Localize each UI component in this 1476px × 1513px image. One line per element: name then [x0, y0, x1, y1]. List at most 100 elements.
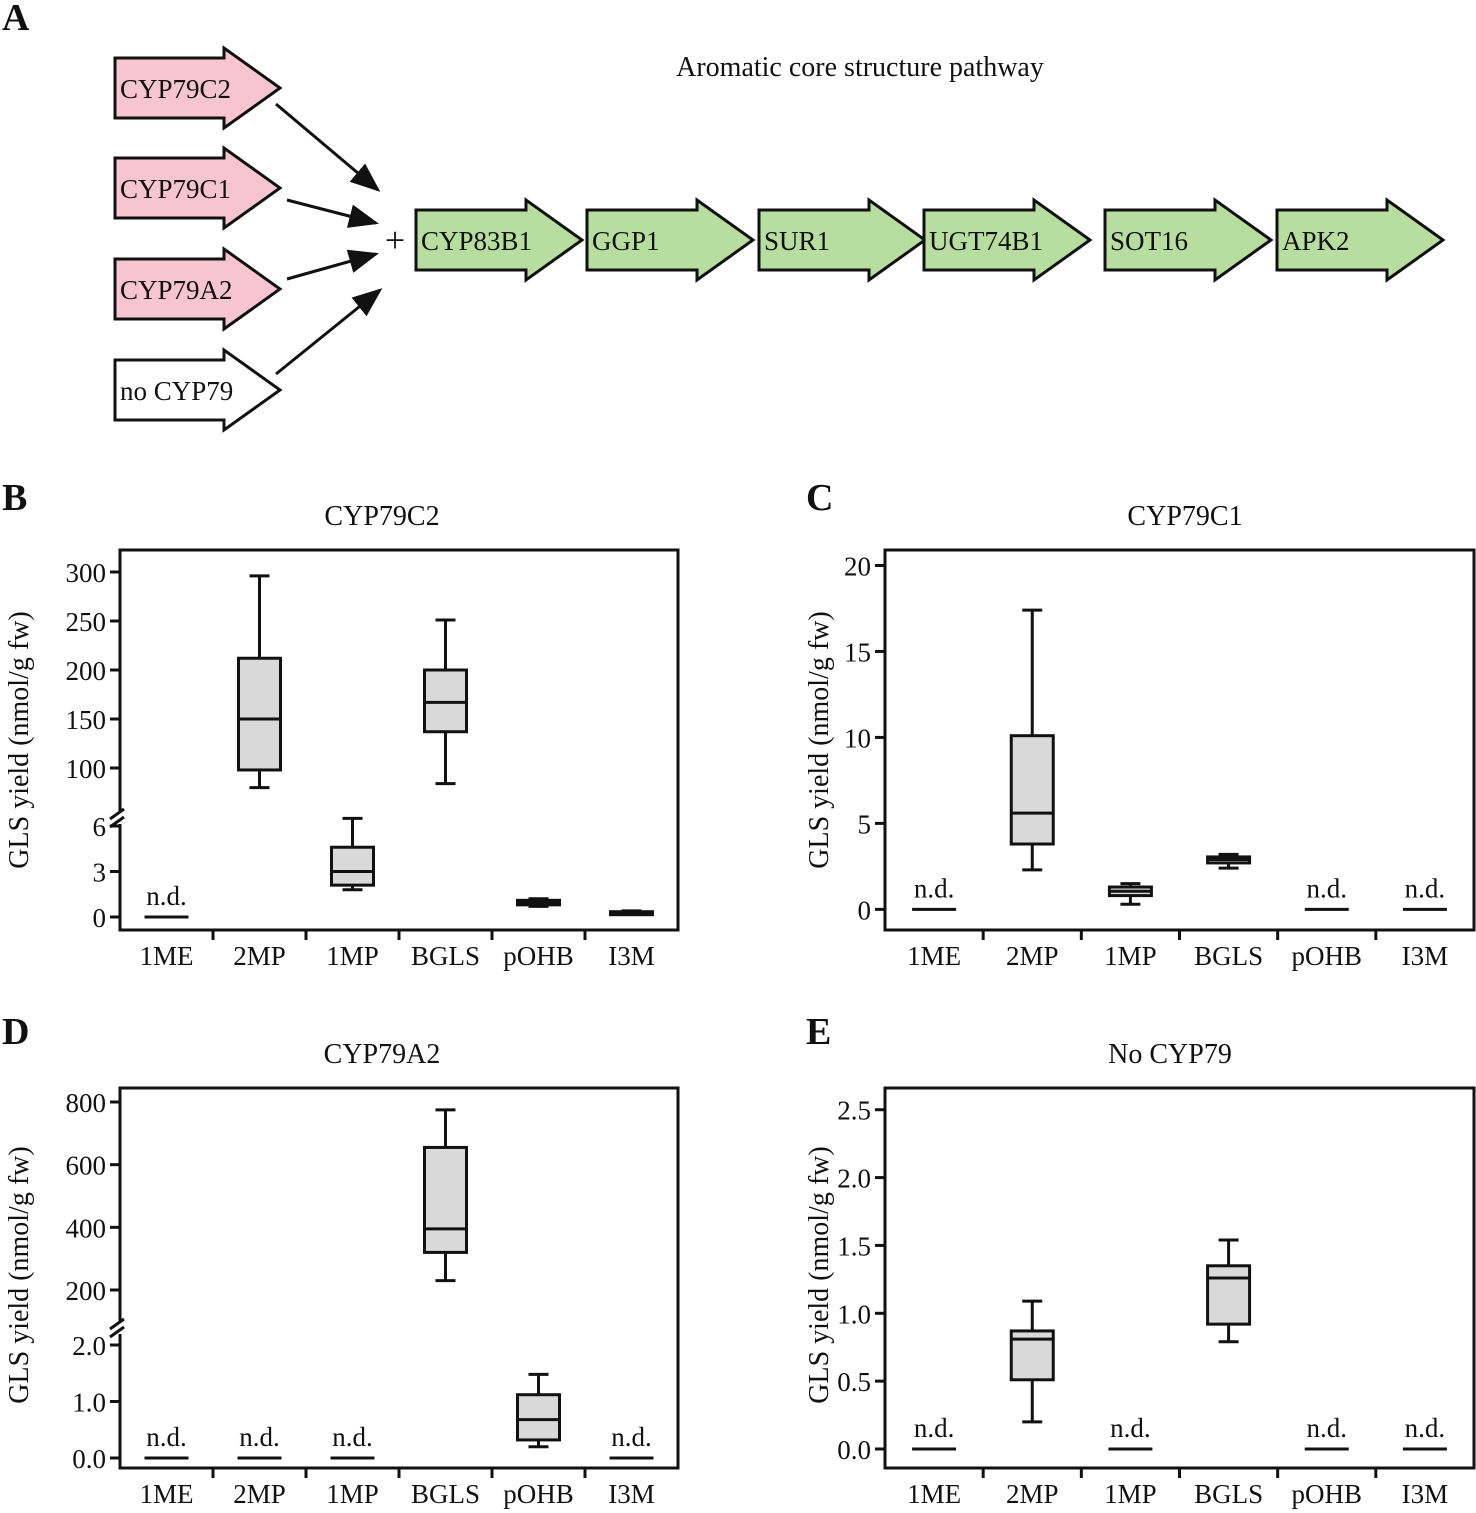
- axis-break-mark: [109, 1317, 125, 1331]
- core-arrow-3-shape: [757, 197, 928, 283]
- core-arrow-3: SUR1: [757, 197, 928, 283]
- chart-panel-d: D CYP79A2 GLS yield (nmol/g fw) 0.0 1.0 2.0 20…: [2, 1011, 680, 1509]
- nd-label: n.d.: [239, 1422, 280, 1452]
- converging-arrow-2: [286, 198, 379, 228]
- axis-break-mark: [109, 1325, 125, 1339]
- box-pohb: [516, 1372, 561, 1449]
- y-tick-label: 2.0: [72, 1331, 106, 1361]
- x-tick-label: 1MP: [326, 941, 379, 971]
- y-tick-label: 150: [66, 705, 107, 735]
- y-tick-label: 0: [93, 903, 107, 933]
- panel-letter-b: B: [2, 477, 27, 519]
- y-tick-label: 200: [66, 656, 107, 686]
- axis-break-gap: [116, 812, 124, 824]
- chart-panel-b: B CYP79C2 GLS yield (nmol/g fw) 0 3 6 100 150 20…: [2, 477, 680, 971]
- y-tick-label: 0: [858, 895, 872, 925]
- nd-label: n.d.: [146, 881, 187, 911]
- box-iqr: [516, 1393, 561, 1442]
- pathway-panel: A Aromatic core structure pathway CYP79C…: [2, 0, 1446, 433]
- y-tick-label: 10: [844, 723, 871, 753]
- nd-label: n.d.: [611, 1422, 652, 1452]
- core-arrow-5-shape: [1103, 197, 1274, 283]
- cyp79-arrow-1: CYP79C2: [113, 45, 283, 131]
- y-axis-label: GLS yield (nmol/g fw): [804, 611, 835, 868]
- chart-panel-e: E No CYP79 GLS yield (nmol/g fw) 0.0 0.5 1.0 1…: [804, 1011, 1476, 1509]
- core-arrow-2-label: GGP1: [592, 226, 660, 256]
- box-2mp: [237, 574, 282, 790]
- box-bgls: [1206, 1238, 1252, 1344]
- panel-letter-a: A: [2, 0, 30, 39]
- nd-label: n.d.: [914, 873, 955, 903]
- core-arrow-6-label: APK2: [1282, 226, 1350, 256]
- x-tick-label: 2MP: [233, 941, 286, 971]
- x-tick-label: 1ME: [140, 941, 194, 971]
- x-tick-label: 1MP: [326, 1479, 379, 1509]
- y-tick-label: 3: [93, 858, 107, 888]
- y-tick-label: 15: [844, 637, 871, 667]
- x-tick-label: 2MP: [1006, 1479, 1059, 1509]
- pathway-title: Aromatic core structure pathway: [676, 52, 1044, 83]
- cyp79-arrow-1-label: CYP79C2: [120, 74, 231, 104]
- core-arrow-1: CYP83B1: [414, 197, 585, 283]
- x-tick-label: pOHB: [503, 1479, 574, 1509]
- y-tick-label: 0.0: [837, 1435, 871, 1465]
- y-tick-label: 250: [66, 607, 107, 637]
- x-tick-label: 1ME: [140, 1479, 194, 1509]
- cyp79-arrow-4-label: no CYP79: [120, 376, 233, 406]
- y-tick-label: 2.5: [837, 1096, 871, 1126]
- x-tick-label: BGLS: [1194, 941, 1263, 971]
- nd-label: n.d.: [1307, 873, 1348, 903]
- converging-arrow-1: [275, 102, 381, 192]
- x-tick-label: I3M: [1402, 1479, 1449, 1509]
- y-tick-label: 1.5: [837, 1231, 871, 1261]
- cyp79-arrow-2-shape: [113, 145, 283, 231]
- core-arrow-6-shape: [1275, 197, 1446, 283]
- box-1mp: [330, 816, 375, 892]
- core-gene-arrows: CYP83B1 GGP1 SUR1 UGT74B1 SOT16 APK2: [414, 197, 1446, 283]
- x-tick-label: 1ME: [907, 941, 961, 971]
- x-tick-label: BGLS: [411, 1479, 480, 1509]
- x-tick-label: 2MP: [1006, 941, 1059, 971]
- y-tick-label: 400: [66, 1213, 107, 1243]
- converging-arrow-3: [286, 249, 379, 281]
- y-tick-label: 0.0: [72, 1444, 106, 1474]
- cyp79-arrow-1-shape: [113, 45, 283, 131]
- x-tick-label: pOHB: [1291, 941, 1362, 971]
- plot-frame: [883, 1086, 1476, 1470]
- chart-title: No CYP79: [1108, 1039, 1232, 1070]
- chart-panel-c: C CYP79C1 GLS yield (nmol/g fw) 0 5 10 15 20 1ME…: [804, 477, 1476, 971]
- y-tick-label: 5: [858, 809, 872, 839]
- chart-title: CYP79C1: [1127, 501, 1242, 532]
- nd-label: n.d.: [1405, 873, 1446, 903]
- panel-letter-d: D: [2, 1011, 29, 1053]
- x-tick-label: 1MP: [1104, 1479, 1157, 1509]
- core-arrow-1-shape: [414, 197, 585, 283]
- cyp79-arrow-3: CYP79A2: [113, 246, 283, 332]
- panel-letter-e: E: [806, 1011, 831, 1053]
- nd-label: n.d.: [1110, 1413, 1151, 1443]
- cyp79-arrow-3-shape: [113, 246, 283, 332]
- core-arrow-2: GGP1: [585, 197, 756, 283]
- y-tick-label: 600: [66, 1151, 107, 1181]
- y-tick-label: 1.0: [72, 1388, 106, 1418]
- box-iqr: [237, 656, 282, 772]
- box-iqr: [330, 845, 375, 887]
- x-tick-label: 1ME: [907, 1479, 961, 1509]
- chart-title: CYP79A2: [324, 1039, 441, 1070]
- axis-break-mark: [109, 807, 125, 821]
- core-arrow-4: UGT74B1: [922, 197, 1093, 283]
- cyp79-arrow-2: CYP79C1: [113, 145, 283, 231]
- plot-frame: [118, 548, 680, 932]
- y-tick-label: 300: [66, 558, 107, 588]
- axis-break-gap: [116, 1322, 124, 1334]
- plot-frame: [118, 1086, 680, 1470]
- x-tick-label: pOHB: [1291, 1479, 1362, 1509]
- axis-break-mark: [109, 815, 125, 829]
- box-bgls: [423, 618, 468, 786]
- core-arrow-4-shape: [922, 197, 1093, 283]
- box-bgls: [423, 1108, 468, 1283]
- x-tick-label: BGLS: [411, 941, 480, 971]
- box-iqr: [423, 1145, 468, 1254]
